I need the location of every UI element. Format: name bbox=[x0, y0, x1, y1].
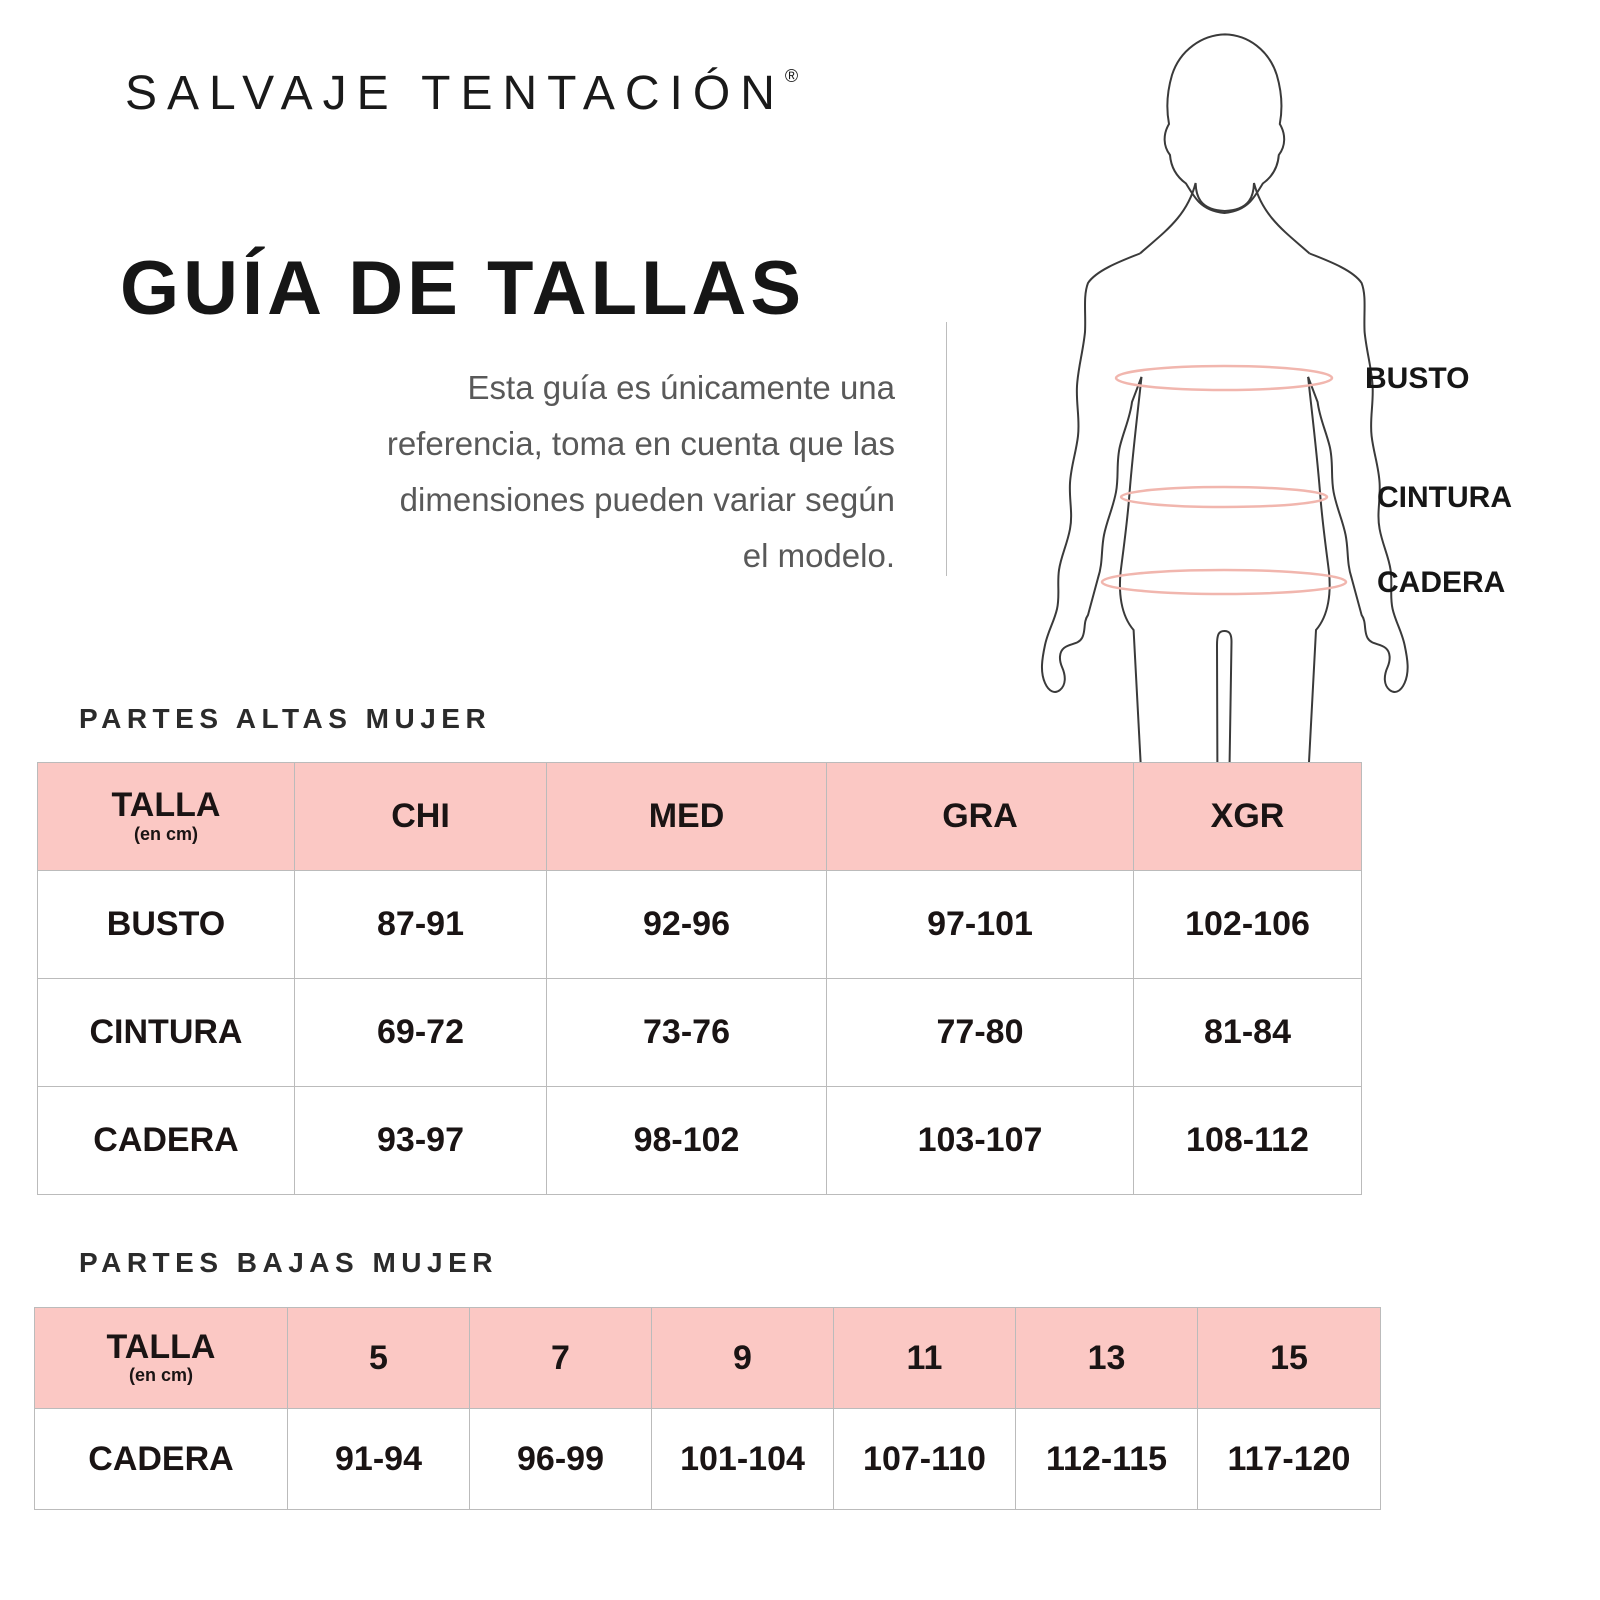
svg-text:BUSTO: BUSTO bbox=[1365, 362, 1469, 395]
svg-text:CINTURA: CINTURA bbox=[1377, 481, 1512, 514]
svg-text:CADERA: CADERA bbox=[1377, 566, 1505, 599]
